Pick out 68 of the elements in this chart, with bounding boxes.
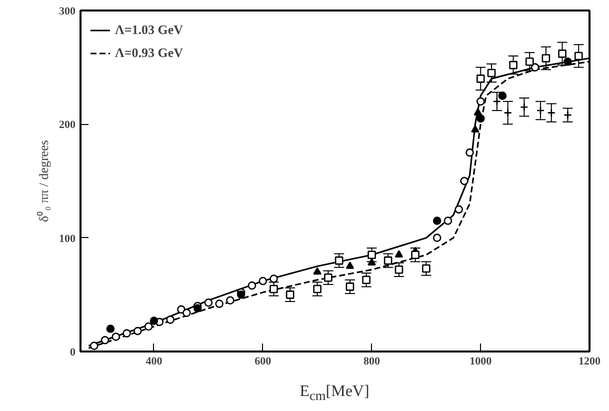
point (504, 108, 512, 117)
x-tick-label: 600 (254, 356, 272, 368)
point (558, 50, 566, 58)
point (474, 108, 482, 116)
y-axis-title: δ⁰₀ ππ / degrees (36, 140, 51, 222)
y-tick-label: 100 (59, 232, 76, 245)
point (509, 60, 518, 70)
point (215, 300, 224, 308)
point (394, 266, 404, 274)
x-tick-label: 800 (363, 356, 380, 368)
point (530, 63, 540, 72)
point (193, 304, 202, 312)
point (286, 290, 294, 299)
y-tick-label: 0 (70, 346, 76, 358)
point (547, 108, 556, 117)
point (313, 267, 322, 275)
point (248, 281, 256, 290)
point (444, 216, 452, 225)
point (346, 262, 354, 269)
x-tick-label: 1000 (470, 356, 492, 368)
legend-label: Λ=1.03 GeV (115, 22, 183, 38)
point (100, 336, 110, 344)
point (384, 256, 392, 265)
legend-label: Λ=0.93 GeV (115, 45, 183, 61)
point (471, 125, 480, 133)
point (368, 250, 376, 260)
point (236, 290, 246, 299)
point (166, 316, 174, 324)
point (432, 216, 442, 225)
point (542, 54, 550, 62)
y-tick-label: 200 (59, 119, 76, 132)
point (487, 68, 496, 78)
point (520, 102, 528, 112)
point (368, 258, 376, 266)
point (476, 114, 485, 123)
x-axis-title: E$_{cm}$[MeV] (298, 382, 370, 406)
point (150, 316, 158, 325)
x-tick-label: 400 (146, 356, 163, 368)
point (422, 264, 430, 273)
point (411, 250, 420, 260)
point (362, 276, 370, 284)
point (270, 274, 278, 283)
point (106, 324, 115, 333)
point (476, 74, 485, 83)
point (432, 234, 442, 242)
x-tick-label: 1200 (578, 356, 601, 368)
point (525, 58, 534, 66)
point (564, 58, 572, 66)
point (536, 106, 545, 115)
point (112, 332, 120, 341)
point (122, 329, 131, 338)
point (334, 256, 344, 265)
point (134, 326, 142, 336)
point (324, 273, 332, 282)
point (394, 250, 404, 258)
y-tick-label: 300 (59, 6, 76, 18)
point (466, 148, 474, 157)
point (313, 284, 322, 294)
point (144, 322, 153, 331)
point (574, 52, 583, 60)
point (226, 296, 234, 304)
point (258, 276, 268, 286)
point (204, 298, 213, 307)
point (90, 342, 98, 350)
point (270, 284, 278, 294)
point (564, 110, 572, 120)
point (346, 282, 354, 291)
point (476, 97, 485, 106)
